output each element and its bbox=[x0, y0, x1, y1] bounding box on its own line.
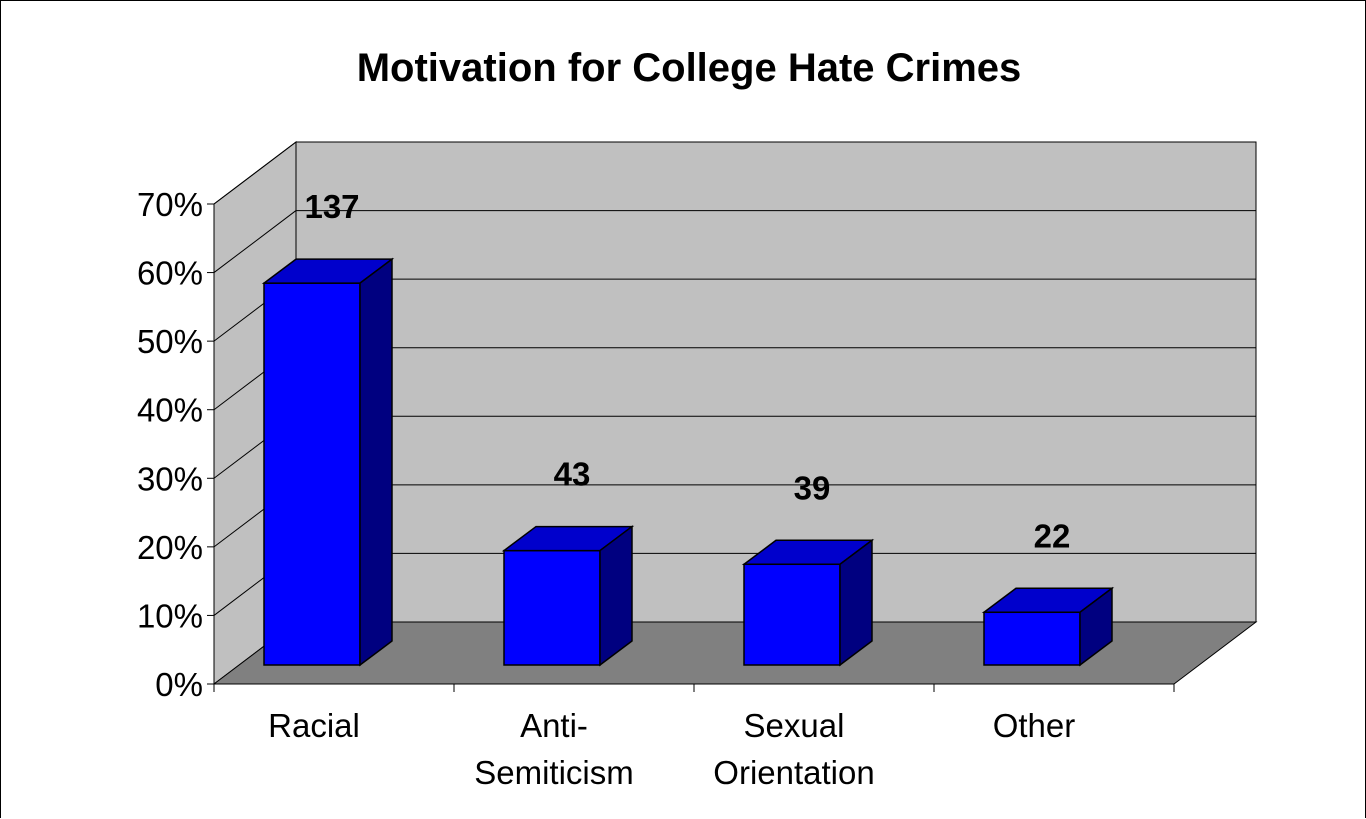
y-tick-label: 20% bbox=[137, 529, 203, 566]
y-tick-label: 70% bbox=[137, 186, 203, 223]
data-labels: 137 43 39 22 bbox=[304, 188, 1070, 554]
bar-front bbox=[503, 549, 601, 666]
y-tick-labels: 0% 10% 20% 30% 40% 50% 60% 70% bbox=[137, 186, 203, 703]
bar bbox=[981, 586, 1115, 667]
data-label: 22 bbox=[1034, 517, 1071, 554]
bar bbox=[741, 538, 875, 667]
gridline-side bbox=[213, 141, 297, 205]
axes bbox=[207, 203, 1175, 692]
bar-front bbox=[983, 611, 1081, 666]
data-label: 39 bbox=[794, 469, 831, 506]
y-tick-label: 30% bbox=[137, 460, 203, 497]
data-label: 43 bbox=[554, 456, 591, 493]
data-label: 137 bbox=[304, 188, 359, 225]
bar-side bbox=[599, 525, 633, 667]
chart-title: Motivation for College Hate Crimes bbox=[357, 46, 1022, 90]
bars bbox=[261, 257, 1115, 667]
bar-front bbox=[263, 282, 361, 666]
bar bbox=[261, 257, 395, 667]
bar bbox=[501, 525, 635, 667]
category-label: Orientation bbox=[713, 754, 874, 791]
bar-side bbox=[839, 538, 873, 667]
category-label: Sexual bbox=[744, 707, 845, 744]
category-labels: Racial Anti- Semiticism Sexual Orientation Ot… bbox=[268, 707, 1075, 791]
y-tick-label: 40% bbox=[137, 392, 203, 429]
y-tick-label: 50% bbox=[137, 323, 203, 360]
category-label: Other bbox=[993, 707, 1076, 744]
y-tick-label: 10% bbox=[137, 597, 203, 634]
bar-side bbox=[1079, 586, 1113, 667]
gridline-side bbox=[213, 210, 297, 273]
y-tick-label: 0% bbox=[155, 666, 203, 703]
category-label: Anti- bbox=[520, 707, 588, 744]
bar-front bbox=[743, 563, 841, 666]
y-tick-label: 60% bbox=[137, 255, 203, 292]
category-label: Racial bbox=[268, 707, 360, 744]
category-label: Semiticism bbox=[474, 754, 634, 791]
bar-side bbox=[359, 257, 393, 667]
